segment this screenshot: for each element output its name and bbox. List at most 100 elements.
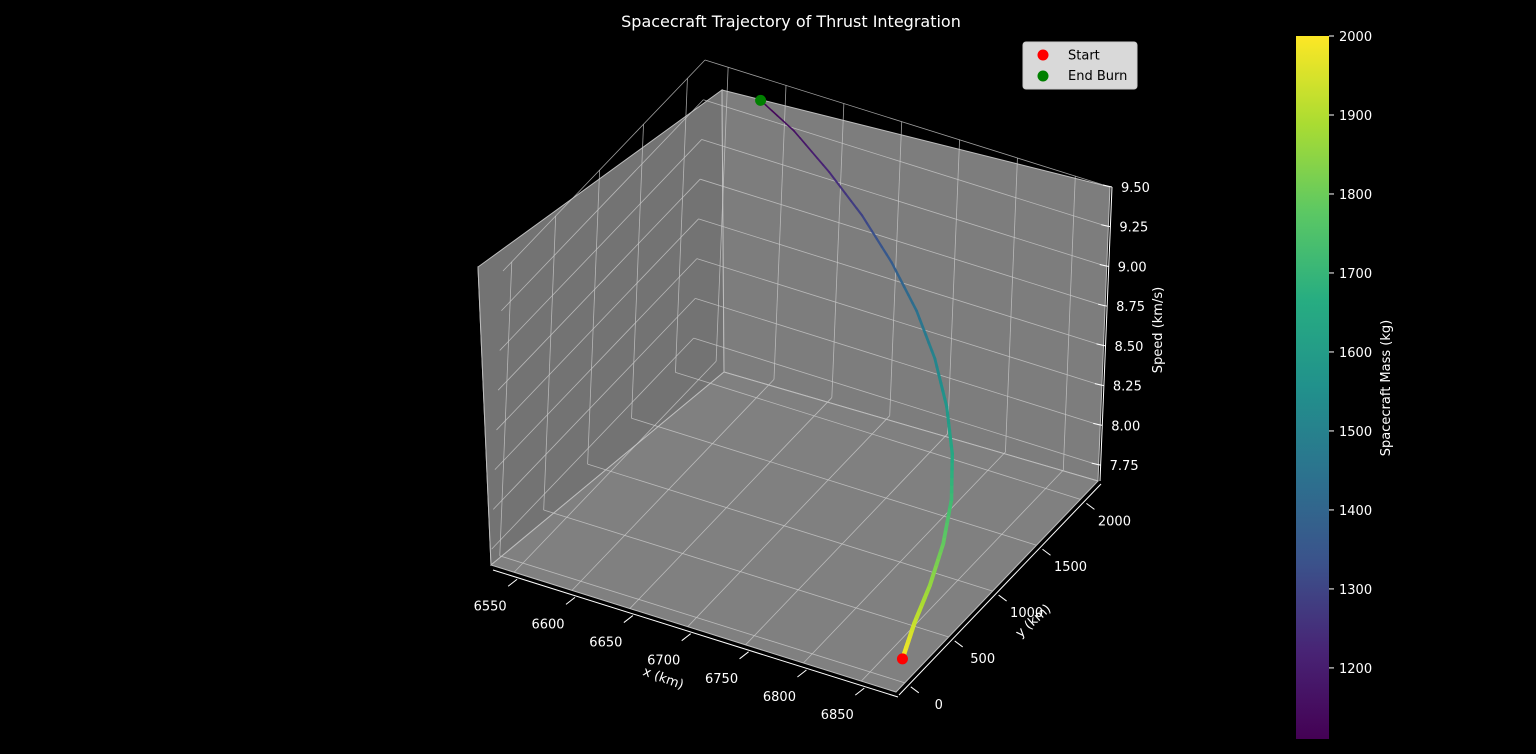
z-axis-line	[1099, 186, 1113, 482]
grid-line-z-left	[492, 298, 696, 510]
colorbar-tick-label: 1600	[1339, 346, 1372, 361]
y-tick-label: 2000	[1098, 514, 1131, 529]
colorbar-tick-label: 1700	[1339, 267, 1372, 282]
z-tick-label: 8.25	[1113, 380, 1142, 395]
grid-line-y-floor	[587, 463, 993, 592]
grid-line-y-wall	[587, 170, 601, 465]
trajectory-segment	[787, 124, 795, 132]
end-burn-marker	[755, 94, 767, 106]
grid-line-y-floor	[499, 555, 905, 684]
legend-marker-end-burn	[1037, 70, 1049, 82]
trajectory-markers	[755, 94, 908, 665]
x-tick-mark	[681, 633, 692, 642]
z-tick-label: 7.75	[1110, 459, 1139, 474]
x-tick-mark	[739, 651, 749, 660]
z-tick-mark	[1094, 383, 1105, 387]
z-tick-mark	[1096, 343, 1106, 347]
z-tick-label: 9.50	[1121, 181, 1150, 196]
grid-line-z-back	[703, 99, 1109, 228]
x-tick-mark	[797, 669, 807, 678]
z-tick-mark	[1102, 184, 1113, 188]
grid-line-x-wall	[831, 103, 845, 398]
trajectory-segment	[776, 114, 784, 122]
trajectory-segment	[828, 171, 836, 181]
z-tick-mark	[1091, 462, 1101, 466]
grid-line-z-left	[499, 139, 703, 351]
colorbar-tick-label: 1900	[1339, 109, 1372, 124]
grid-line-z-left	[496, 218, 699, 431]
trajectory-segment	[810, 150, 819, 160]
legend-box	[1022, 41, 1138, 90]
grid-line-z-left	[502, 59, 706, 272]
grid-line-x-wall	[1062, 176, 1076, 471]
y-axis-line	[898, 483, 1102, 696]
grid-line-z-left	[491, 337, 694, 550]
colorbar-tick-label: 1300	[1339, 583, 1372, 598]
x-tick-label: 6550	[474, 599, 507, 614]
y-tick-mark	[1086, 502, 1095, 510]
grid-line-x-wall	[773, 85, 787, 380]
y-tick-label: 1000	[1010, 606, 1043, 621]
trajectory-segment	[816, 157, 825, 167]
y-tick-label: 500	[970, 652, 995, 667]
y-tick-mark	[910, 686, 920, 694]
legend-marker-start	[1037, 49, 1049, 61]
grid-line-x-floor	[803, 451, 1006, 664]
colorbar	[1296, 36, 1329, 739]
grid-line-x-wall	[1005, 157, 1018, 452]
y-tick-mark	[954, 640, 963, 648]
trajectory-segment	[918, 317, 925, 329]
x-tick-label: 6850	[821, 708, 854, 723]
grid-line-x-floor	[629, 397, 833, 609]
trajectory-segment	[907, 293, 914, 305]
legend-label-start: Start	[1068, 49, 1100, 64]
grid-line-z-left	[494, 258, 698, 470]
grid-line-z-back	[696, 258, 1103, 387]
trajectory-segment	[793, 130, 801, 139]
x-tick-mark	[507, 578, 518, 587]
grid-line-x-floor	[860, 469, 1064, 682]
y-tick-label: 1500	[1054, 560, 1087, 575]
grid-lines	[491, 59, 1111, 684]
z-tick-label: 8.75	[1116, 300, 1145, 315]
z-tick-mark	[1098, 303, 1108, 307]
colorbar-ticks: 1200 1300 1400 1500 1600 1700 1800 1900 2000	[1329, 30, 1372, 677]
grid-line-y-wall	[631, 124, 644, 419]
y-axis-ticks: 0 500 1000 1500 2000	[910, 502, 1131, 713]
grid-line-x-floor	[687, 415, 891, 627]
trajectory-segment	[921, 325, 928, 337]
trajectory-segment	[930, 349, 937, 361]
trajectory-segment	[782, 119, 790, 127]
pane-floor	[489, 371, 1099, 693]
colorbar-label: Spacecraft Mass (kg)	[1379, 320, 1394, 456]
grid-line-x-floor	[571, 379, 775, 591]
grid-line-x-wall	[947, 139, 960, 434]
trajectory-segment	[833, 178, 842, 188]
trajectory-segment	[894, 269, 902, 280]
x-tick-label: 6800	[763, 690, 796, 705]
y-tick-mark	[1042, 548, 1051, 556]
trajectory-segment	[855, 207, 864, 217]
trajectory-segment	[870, 229, 878, 241]
trajectory-segment	[927, 341, 934, 353]
trajectory-segment	[850, 199, 858, 210]
start-marker	[896, 653, 908, 665]
legend: Start End Burn	[1022, 41, 1138, 90]
trajectory-segment	[880, 245, 888, 256]
trajectory-segment	[804, 143, 813, 153]
z-axis-ticks: 7.75 8.00 8.25 8.50 8.75 9.00 9.25 9.50	[1091, 181, 1150, 474]
grid-line-y-wall	[499, 261, 513, 556]
trajectory-segment	[898, 277, 906, 288]
trajectory-segment	[765, 104, 773, 112]
trajectory-segment	[875, 237, 883, 248]
z-tick-mark	[1093, 422, 1103, 426]
grid-line-y-floor	[631, 417, 1037, 546]
grid-line-z-back	[695, 297, 1101, 426]
grid-line-y-wall	[543, 215, 557, 510]
trajectory-segment	[844, 192, 853, 202]
grid-line-z-back	[700, 178, 1106, 307]
grid-line-y-floor	[543, 509, 949, 638]
trajectory-segment	[860, 214, 869, 225]
trajectory-segment	[885, 253, 893, 264]
